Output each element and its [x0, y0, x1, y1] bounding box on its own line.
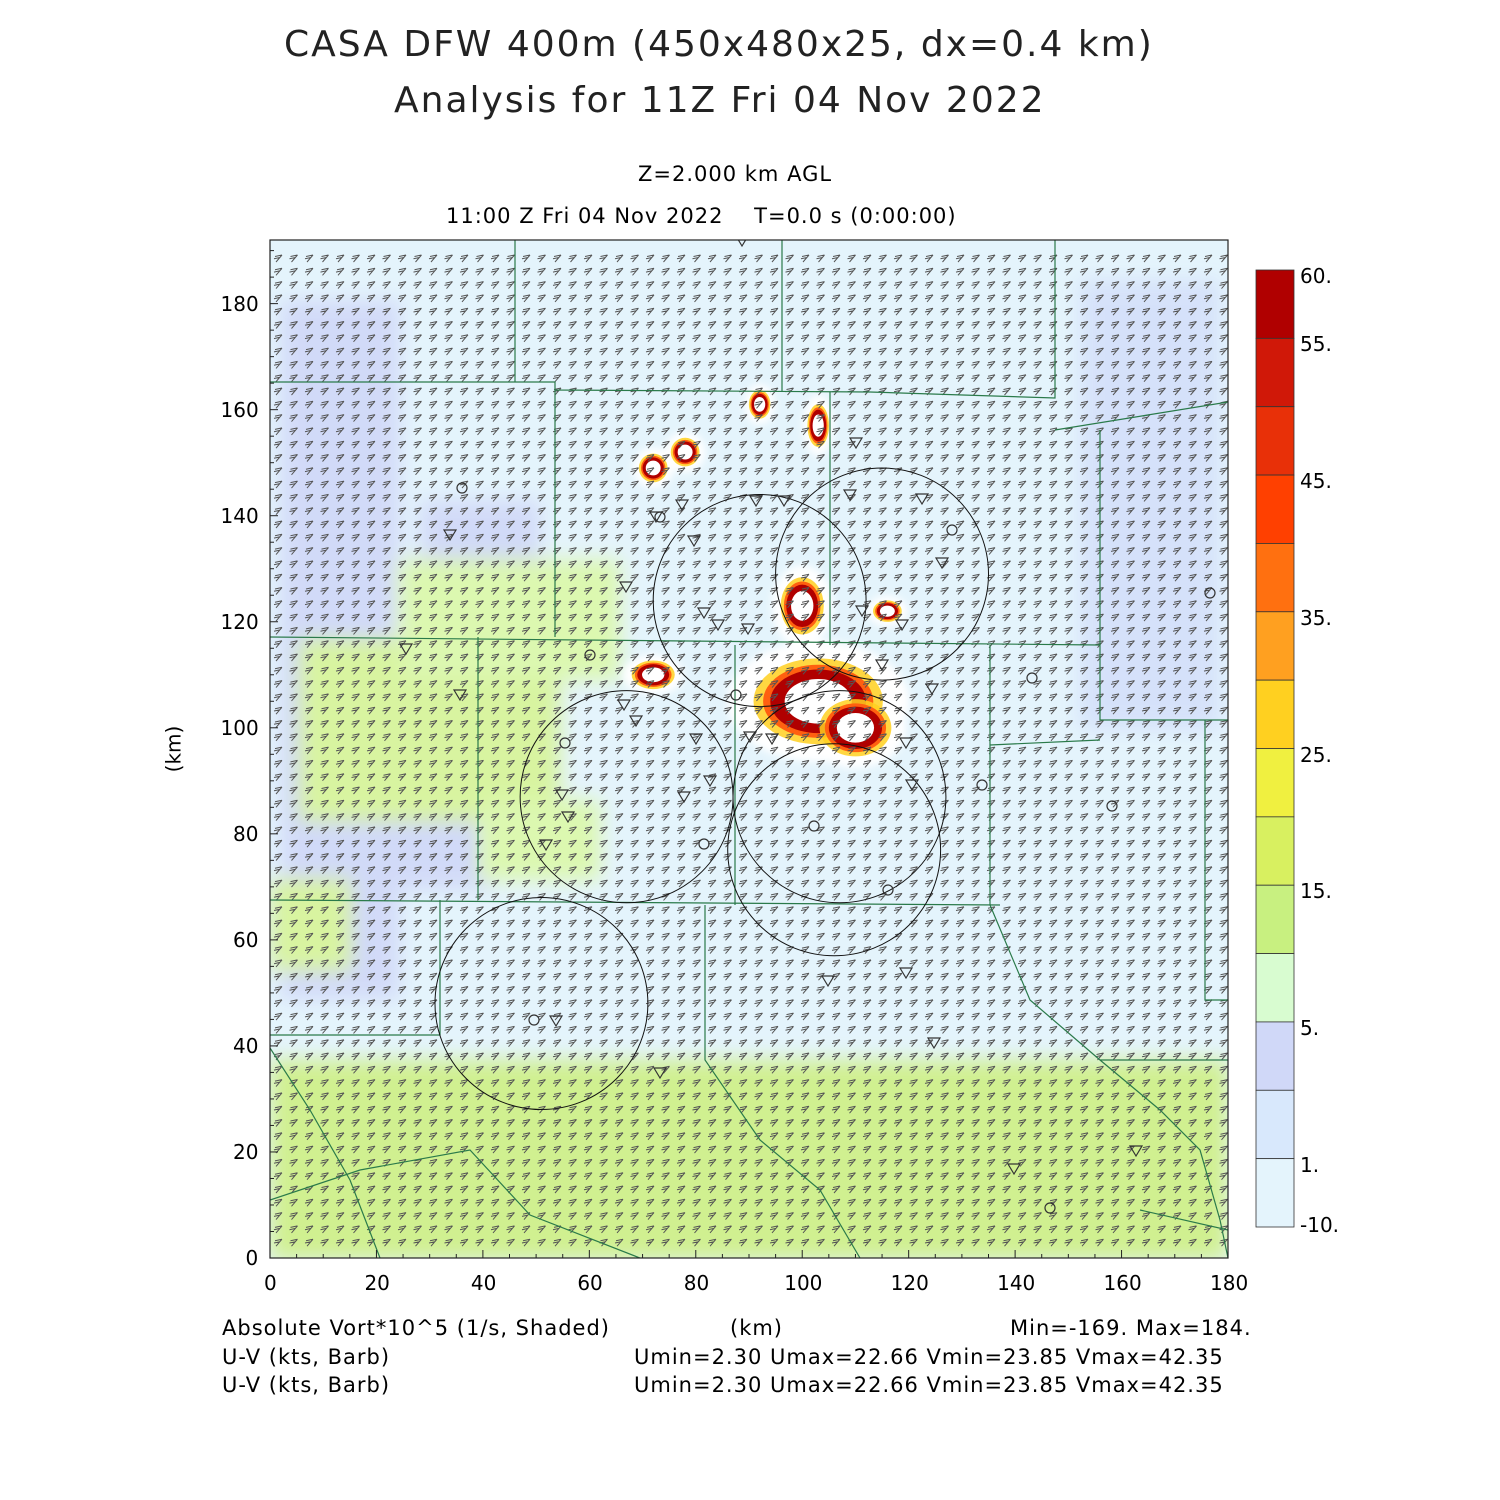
time-label: 11:00 Z Fri 04 Nov 2022 T=0.0 s (0:00:00…: [446, 204, 957, 228]
min-max-label: Min=-169. Max=184.: [1010, 1316, 1252, 1340]
colorbar-swatch: [1255, 1021, 1295, 1091]
radar-ring: [732, 690, 947, 904]
colorbar-swatch: [1255, 337, 1295, 408]
colorbar-swatch: [1255, 884, 1295, 954]
barb-label-2: U-V (kts, Barb): [222, 1373, 391, 1397]
vort-core: [791, 590, 814, 621]
colorbar-swatch: [1255, 953, 1295, 1023]
colorbar-label: 1.: [1300, 1152, 1320, 1177]
level-label: Z=2.000 km AGL: [638, 162, 833, 186]
colorbar-label: 15.: [1300, 879, 1332, 904]
colorbar-label: 45.: [1300, 469, 1332, 494]
barb-label-1: U-V (kts, Barb): [222, 1345, 391, 1369]
y-axis-label: (km): [161, 725, 186, 773]
wind-barbs: [273, 254, 1228, 1247]
title-line-2: Analysis for 11Z Fri 04 Nov 2022: [394, 80, 1046, 121]
x-axis-label: (km): [730, 1316, 784, 1340]
x-tick-label: 140: [997, 1271, 1036, 1295]
radar-ring: [727, 743, 942, 957]
colorbar-label: 35.: [1300, 605, 1332, 630]
x-tick-label: 60: [577, 1271, 603, 1295]
colorbar-label: 25.: [1300, 742, 1332, 767]
radar-ring: [652, 494, 867, 708]
vort-core: [836, 712, 875, 743]
y-tick-label: 140: [220, 503, 259, 528]
x-tick-label: 80: [683, 1271, 710, 1295]
vorticity-maxima: [622, 384, 910, 769]
colorbar: [1255, 269, 1295, 1228]
y-axis-ticks: [270, 250, 278, 1259]
x-tick-label: 0: [264, 1271, 277, 1295]
colorbar-swatch: [1255, 679, 1295, 749]
colorbar-swatch: [1255, 474, 1295, 544]
station-markers: [398, 240, 1216, 1214]
colorbar-swatch: [1255, 816, 1295, 886]
x-tick-label: 100: [784, 1271, 823, 1295]
x-tick-label: 160: [1103, 1271, 1142, 1295]
x-tick-label: 20: [364, 1271, 390, 1295]
colorbar-swatch: [1255, 611, 1295, 681]
colorbar-swatch: [1255, 543, 1295, 613]
vort-core: [879, 605, 895, 617]
y-tick-label: 60: [233, 927, 259, 952]
wind-stats-1: Umin=2.30 Umax=22.66 Vmin=23.85 Vmax=42.…: [634, 1345, 1224, 1369]
colorbar-label: 60.: [1300, 264, 1332, 288]
colorbar-label: 55.: [1300, 332, 1332, 357]
barb-grid: [273, 254, 1228, 1247]
y-tick-label: 120: [220, 609, 259, 634]
title-line-1: CASA DFW 400m (450x480x25, dx=0.4 km): [284, 24, 1154, 65]
y-tick-label: 20: [233, 1139, 259, 1164]
wind-stats-2: Umin=2.30 Umax=22.66 Vmin=23.85 Vmax=42.…: [634, 1373, 1224, 1397]
colorbar-swatch: [1255, 748, 1295, 818]
vorticity-positive-field: [270, 560, 1228, 1258]
radar-range-rings: [434, 467, 989, 1111]
y-tick-label: 180: [220, 291, 259, 316]
x-axis-ticks: [269, 1250, 1229, 1258]
vort-core: [677, 444, 693, 460]
y-tick-label: 100: [220, 715, 259, 740]
colorbar-swatch: [1255, 406, 1295, 476]
field-label: Absolute Vort*10^5 (1/s, Shaded): [222, 1316, 610, 1340]
x-tick-label: 180: [1210, 1271, 1249, 1295]
colorbar-swatch: [1255, 269, 1295, 339]
y-tick-label: 0: [245, 1246, 259, 1270]
y-tick-label: 40: [233, 1033, 259, 1058]
x-tick-label: 40: [470, 1271, 497, 1295]
radar-ring: [434, 896, 649, 1111]
colorbar-label: -10.: [1300, 1213, 1340, 1237]
radar-ring: [775, 467, 989, 681]
colorbar-label: 5.: [1300, 1015, 1320, 1040]
vort-core: [642, 667, 665, 683]
y-tick-label: 80: [233, 821, 259, 846]
colorbar-swatch: [1255, 1158, 1295, 1228]
x-tick-label: 120: [890, 1271, 929, 1295]
y-tick-label: 160: [220, 397, 259, 422]
colorbar-swatch: [1255, 1089, 1295, 1160]
